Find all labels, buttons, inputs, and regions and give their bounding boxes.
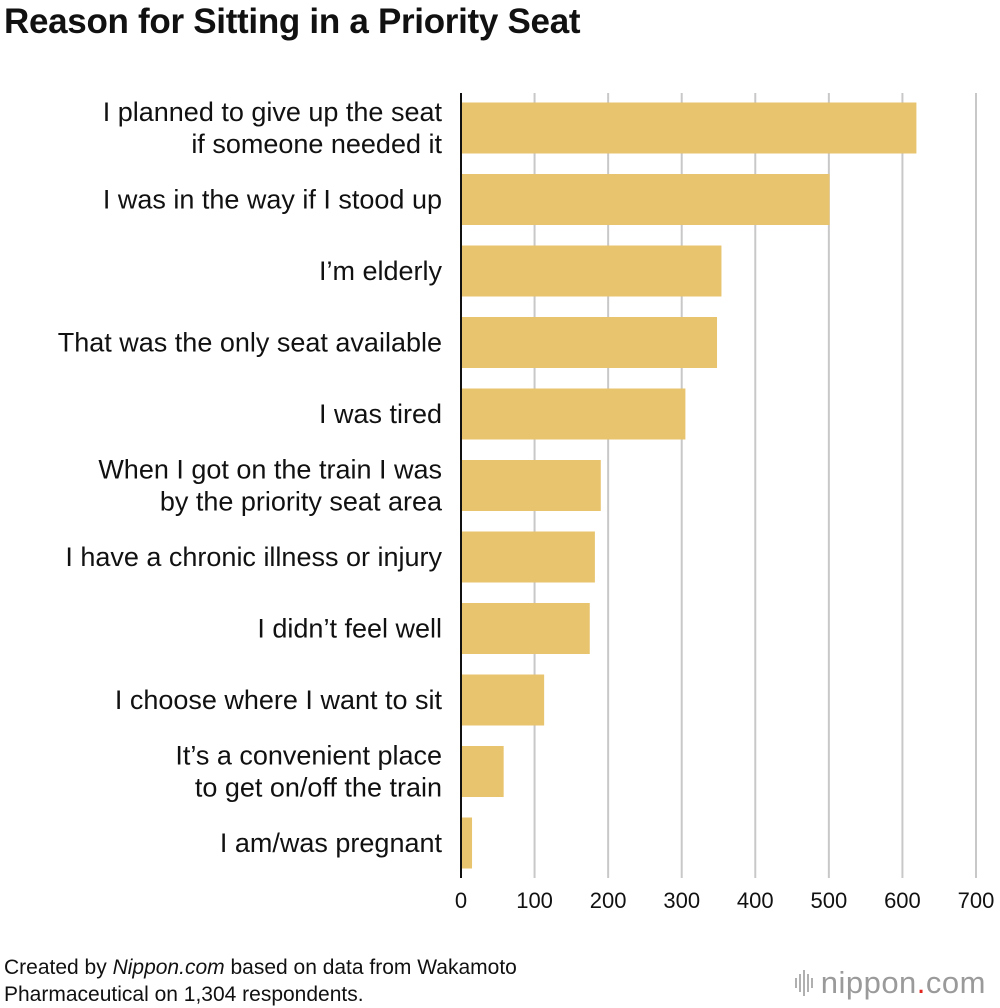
nippon-logo: nippon.com: [794, 965, 986, 1001]
bar: [461, 460, 601, 511]
x-tick-label: 100: [516, 888, 553, 913]
chart-title: Reason for Sitting in a Priority Seat: [4, 2, 581, 41]
source-line-2: Pharmaceutical on 1,304 respondents.: [4, 983, 364, 1006]
x-tick-label: 700: [958, 888, 995, 913]
source-brand: Nippon.com: [112, 956, 225, 979]
category-label: I have a chronic illness or injury: [65, 542, 442, 572]
x-tick-label: 200: [590, 888, 627, 913]
source-note: Created by Nippon.com based on data from…: [4, 954, 704, 1008]
logo-mark-icon: [794, 969, 813, 997]
bar: [461, 245, 722, 297]
category-label: to get on/off the train: [195, 773, 442, 803]
logo-wordmark: nippon.com: [820, 965, 986, 1000]
category-label: I didn’t feel well: [257, 614, 442, 644]
category-label: That was the only seat available: [58, 328, 442, 358]
x-tick-label: 0: [455, 888, 467, 913]
source-prefix: Created by: [4, 956, 113, 979]
bar: [461, 531, 595, 583]
x-tick-label: 500: [810, 888, 847, 913]
source-suffix: based on data from Wakamoto: [224, 956, 517, 979]
category-label: I’m elderly: [319, 256, 443, 286]
bar: [461, 174, 830, 225]
category-label: I was tired: [319, 399, 442, 429]
category-label: by the priority seat area: [160, 487, 443, 517]
category-label: I was in the way if I stood up: [103, 185, 442, 215]
category-label: I am/was pregnant: [220, 828, 443, 858]
bar: [461, 317, 718, 368]
bar: [461, 746, 504, 797]
x-tick-label: 400: [737, 888, 774, 913]
category-label: It’s a convenient place: [175, 741, 442, 771]
bar: [461, 603, 590, 654]
bar: [461, 388, 686, 440]
category-label: I choose where I want to sit: [115, 685, 443, 715]
bar: [461, 674, 545, 726]
category-label: I planned to give up the seat: [103, 97, 443, 127]
category-label: if someone needed it: [191, 129, 442, 159]
bar: [461, 817, 473, 869]
bar: [461, 102, 917, 154]
category-label: When I got on the train I was: [98, 455, 442, 485]
x-tick-label: 600: [884, 888, 921, 913]
x-tick-label: 300: [663, 888, 700, 913]
